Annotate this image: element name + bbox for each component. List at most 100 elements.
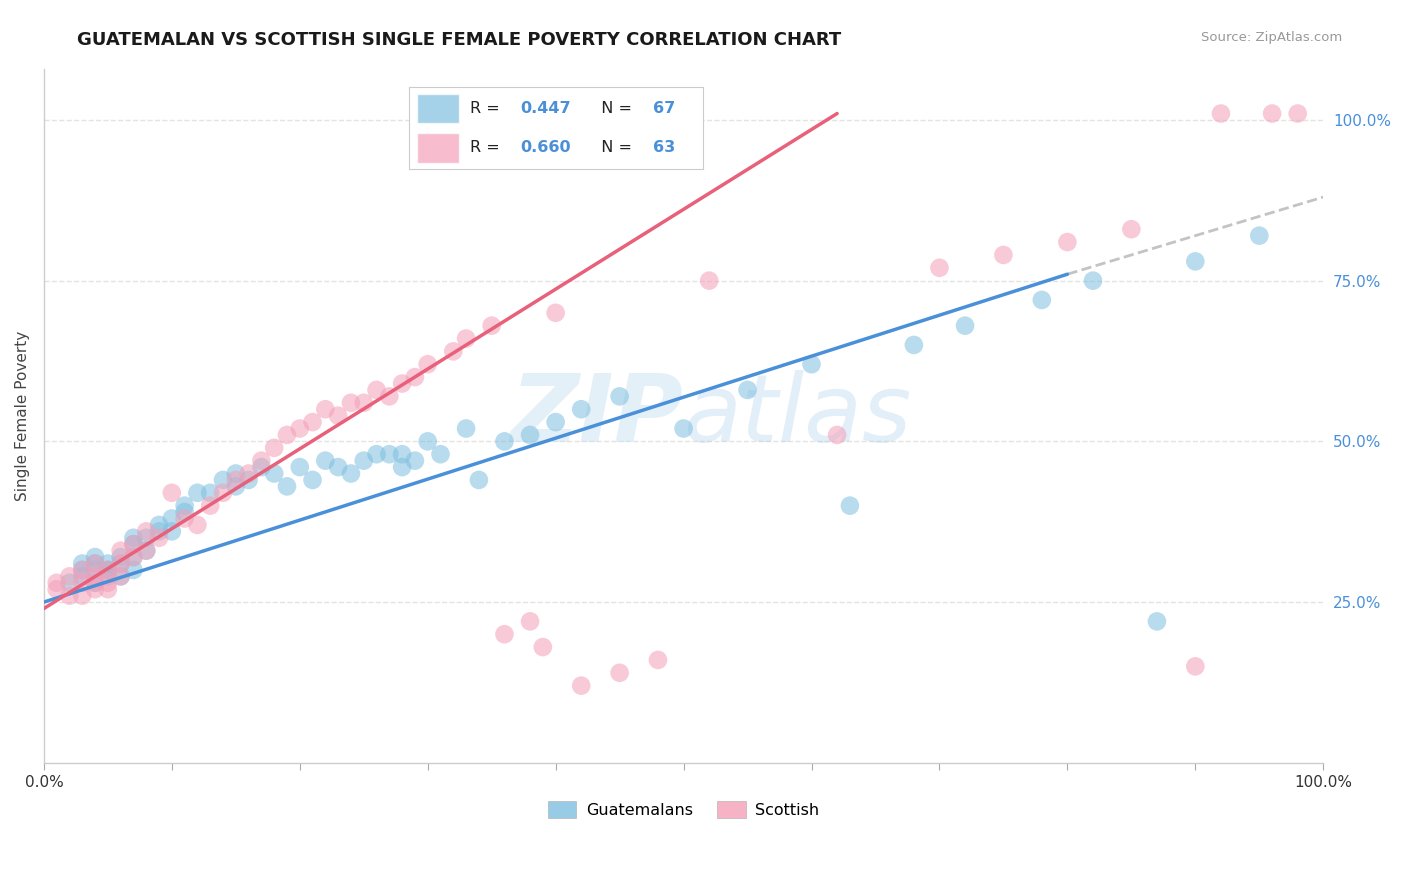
Point <box>1031 293 1053 307</box>
Point <box>58 569 80 583</box>
Point <box>148 531 170 545</box>
Point <box>928 260 950 275</box>
Point <box>135 543 157 558</box>
Point <box>135 524 157 539</box>
Point <box>494 434 516 449</box>
Point <box>391 460 413 475</box>
Point <box>953 318 976 333</box>
Point <box>212 473 235 487</box>
Point <box>135 531 157 545</box>
Point <box>544 415 567 429</box>
Point <box>366 447 388 461</box>
Point <box>1146 615 1168 629</box>
Point <box>544 306 567 320</box>
Point <box>288 421 311 435</box>
Point <box>263 467 285 481</box>
Point <box>250 460 273 475</box>
Point <box>1184 254 1206 268</box>
Point <box>72 563 94 577</box>
Point <box>122 550 145 565</box>
Point <box>314 402 336 417</box>
Point <box>122 550 145 565</box>
Point <box>200 499 222 513</box>
Point <box>186 517 208 532</box>
Point <box>328 409 350 423</box>
Text: ZIP: ZIP <box>510 369 683 462</box>
Point <box>200 485 222 500</box>
Point <box>122 537 145 551</box>
Point <box>697 274 720 288</box>
Text: Source: ZipAtlas.com: Source: ZipAtlas.com <box>1202 31 1343 45</box>
Text: GUATEMALAN VS SCOTTISH SINGLE FEMALE POVERTY CORRELATION CHART: GUATEMALAN VS SCOTTISH SINGLE FEMALE POV… <box>77 31 842 49</box>
Point <box>122 531 145 545</box>
Point <box>519 428 541 442</box>
Point <box>84 557 107 571</box>
Point <box>800 357 823 371</box>
Point <box>416 357 439 371</box>
Point <box>72 575 94 590</box>
Point <box>45 575 67 590</box>
Point <box>404 453 426 467</box>
Point <box>97 563 120 577</box>
Point <box>301 415 323 429</box>
Point <box>993 248 1015 262</box>
Point <box>110 557 132 571</box>
Point <box>84 550 107 565</box>
Point <box>353 453 375 467</box>
Point <box>225 467 247 481</box>
Point <box>122 537 145 551</box>
Point <box>212 485 235 500</box>
Point <box>1184 659 1206 673</box>
Point <box>404 370 426 384</box>
Point <box>737 383 759 397</box>
Point <box>135 543 157 558</box>
Point <box>97 557 120 571</box>
Point <box>276 428 298 442</box>
Point <box>110 557 132 571</box>
Legend: Guatemalans, Scottish: Guatemalans, Scottish <box>541 795 825 824</box>
Point <box>160 485 183 500</box>
Point <box>416 434 439 449</box>
Point <box>186 485 208 500</box>
Point <box>825 428 848 442</box>
Point <box>340 396 363 410</box>
Point <box>1209 106 1232 120</box>
Point <box>84 557 107 571</box>
Point <box>173 511 195 525</box>
Point <box>454 421 477 435</box>
Point <box>110 550 132 565</box>
Point <box>72 557 94 571</box>
Point <box>609 389 631 403</box>
Point <box>1261 106 1284 120</box>
Point <box>609 665 631 680</box>
Point <box>84 582 107 597</box>
Point <box>72 563 94 577</box>
Point <box>838 499 860 513</box>
Point <box>481 318 503 333</box>
Point <box>454 331 477 345</box>
Point <box>569 679 592 693</box>
Point <box>45 582 67 597</box>
Point <box>288 460 311 475</box>
Point <box>110 569 132 583</box>
Point <box>1121 222 1143 236</box>
Point <box>378 389 401 403</box>
Point <box>84 575 107 590</box>
Point <box>353 396 375 410</box>
Point <box>97 575 120 590</box>
Point <box>160 524 183 539</box>
Point <box>148 517 170 532</box>
Point <box>531 640 554 654</box>
Point <box>72 589 94 603</box>
Point <box>378 447 401 461</box>
Point <box>97 582 120 597</box>
Point <box>429 447 451 461</box>
Point <box>238 473 260 487</box>
Point <box>301 473 323 487</box>
Point <box>122 563 145 577</box>
Point <box>160 511 183 525</box>
Point <box>494 627 516 641</box>
Point <box>328 460 350 475</box>
Point <box>97 563 120 577</box>
Point <box>173 505 195 519</box>
